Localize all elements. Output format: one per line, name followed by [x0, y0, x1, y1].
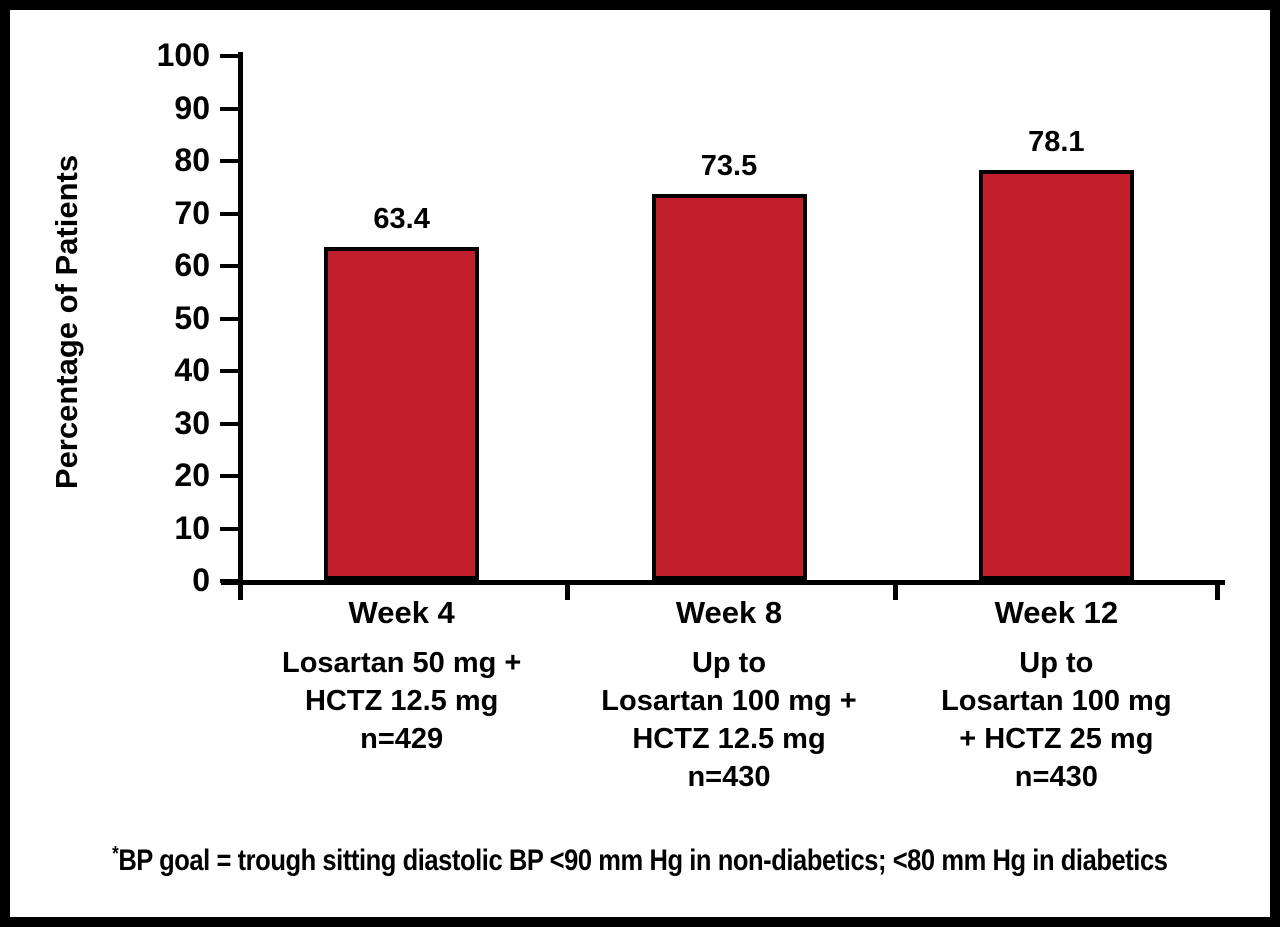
- footnote-text: *BP goal = trough sitting diastolic BP <…: [112, 843, 1169, 878]
- category-treatment-line: Losartan 100 mg: [941, 685, 1172, 717]
- x-tick-mark: [565, 583, 571, 600]
- category-label: Week 12 Up to Losartan 100 mg + HCTZ 25 mg n…: [886, 594, 1226, 796]
- y-tick-mark: [220, 316, 238, 321]
- category-week-label: Week 4: [348, 595, 455, 630]
- y-tick-label: 20: [174, 457, 210, 493]
- y-tick-mark: [220, 264, 238, 268]
- category-treatment-line: n=430: [687, 761, 771, 793]
- x-tick-mark: [892, 583, 898, 600]
- category-week-label: Week 12: [994, 595, 1119, 630]
- bar-value-label: 73.5: [700, 150, 758, 183]
- bar-value-label: 78.1: [1028, 125, 1085, 158]
- category-treatment-line: HCTZ 12.5 mg: [632, 723, 826, 755]
- category-treatment-line: Up to: [1019, 647, 1094, 679]
- x-tick-mark: [238, 583, 243, 600]
- x-axis-line: [221, 580, 1225, 585]
- y-tick-label: 10: [174, 509, 210, 546]
- category-treatment-line: Losartan 50 mg +: [281, 647, 522, 679]
- category-treatment-line: n=429: [360, 723, 444, 755]
- y-tick-mark: [220, 54, 238, 58]
- category-treatment-line: HCTZ 12.5 mg: [304, 685, 499, 717]
- category-week-label: Week 8: [675, 595, 783, 630]
- category-treatment-line: Losartan 100 mg +: [601, 685, 857, 717]
- x-tick-mark: [1215, 583, 1220, 600]
- y-tick-mark: [220, 421, 238, 426]
- category-label: Week 8 Up to Losartan 100 mg + HCTZ 12.5 mg…: [559, 594, 899, 796]
- footnote-asterisk: *: [112, 843, 119, 865]
- y-tick-label: 100: [156, 37, 210, 73]
- y-tick-mark: [220, 579, 238, 583]
- category-treatment-line: n=430: [1014, 761, 1098, 793]
- footnote: *BP goal = trough sitting diastolic BP <…: [10, 843, 1270, 878]
- bar: [651, 194, 807, 580]
- footnote-body: BP goal = trough sitting diastolic BP <9…: [118, 844, 1169, 877]
- y-axis-title: Percentage of Patients: [49, 154, 84, 490]
- y-axis-line: [238, 52, 243, 598]
- category-treatment-line: + HCTZ 25 mg: [959, 723, 1154, 755]
- bar: [978, 169, 1134, 580]
- y-tick-mark: [220, 369, 238, 373]
- y-tick-label: 60: [174, 247, 210, 283]
- category-treatment-line: Up to: [691, 647, 767, 679]
- y-tick-mark: [220, 474, 238, 478]
- y-tick-mark: [220, 106, 238, 111]
- category-label: Week 4 Losartan 50 mg + HCTZ 12.5 mg n=429: [232, 594, 572, 758]
- bar-value-label: 63.4: [373, 203, 430, 236]
- y-tick-label: 0: [192, 562, 210, 598]
- y-tick-label: 80: [174, 142, 210, 178]
- y-tick-label: 30: [174, 404, 210, 441]
- y-tick-label: 90: [174, 89, 210, 126]
- y-tick-mark: [220, 211, 238, 216]
- y-tick-mark: [220, 526, 238, 531]
- y-tick-label: 70: [174, 194, 210, 231]
- y-tick-label: 40: [174, 352, 210, 388]
- y-tick-label: 50: [174, 299, 210, 336]
- chart-canvas: Percentage of Patients 0 10 20 30 40 50 60 70 80…: [10, 10, 1270, 917]
- bar: [324, 247, 480, 580]
- y-tick-mark: [220, 159, 238, 163]
